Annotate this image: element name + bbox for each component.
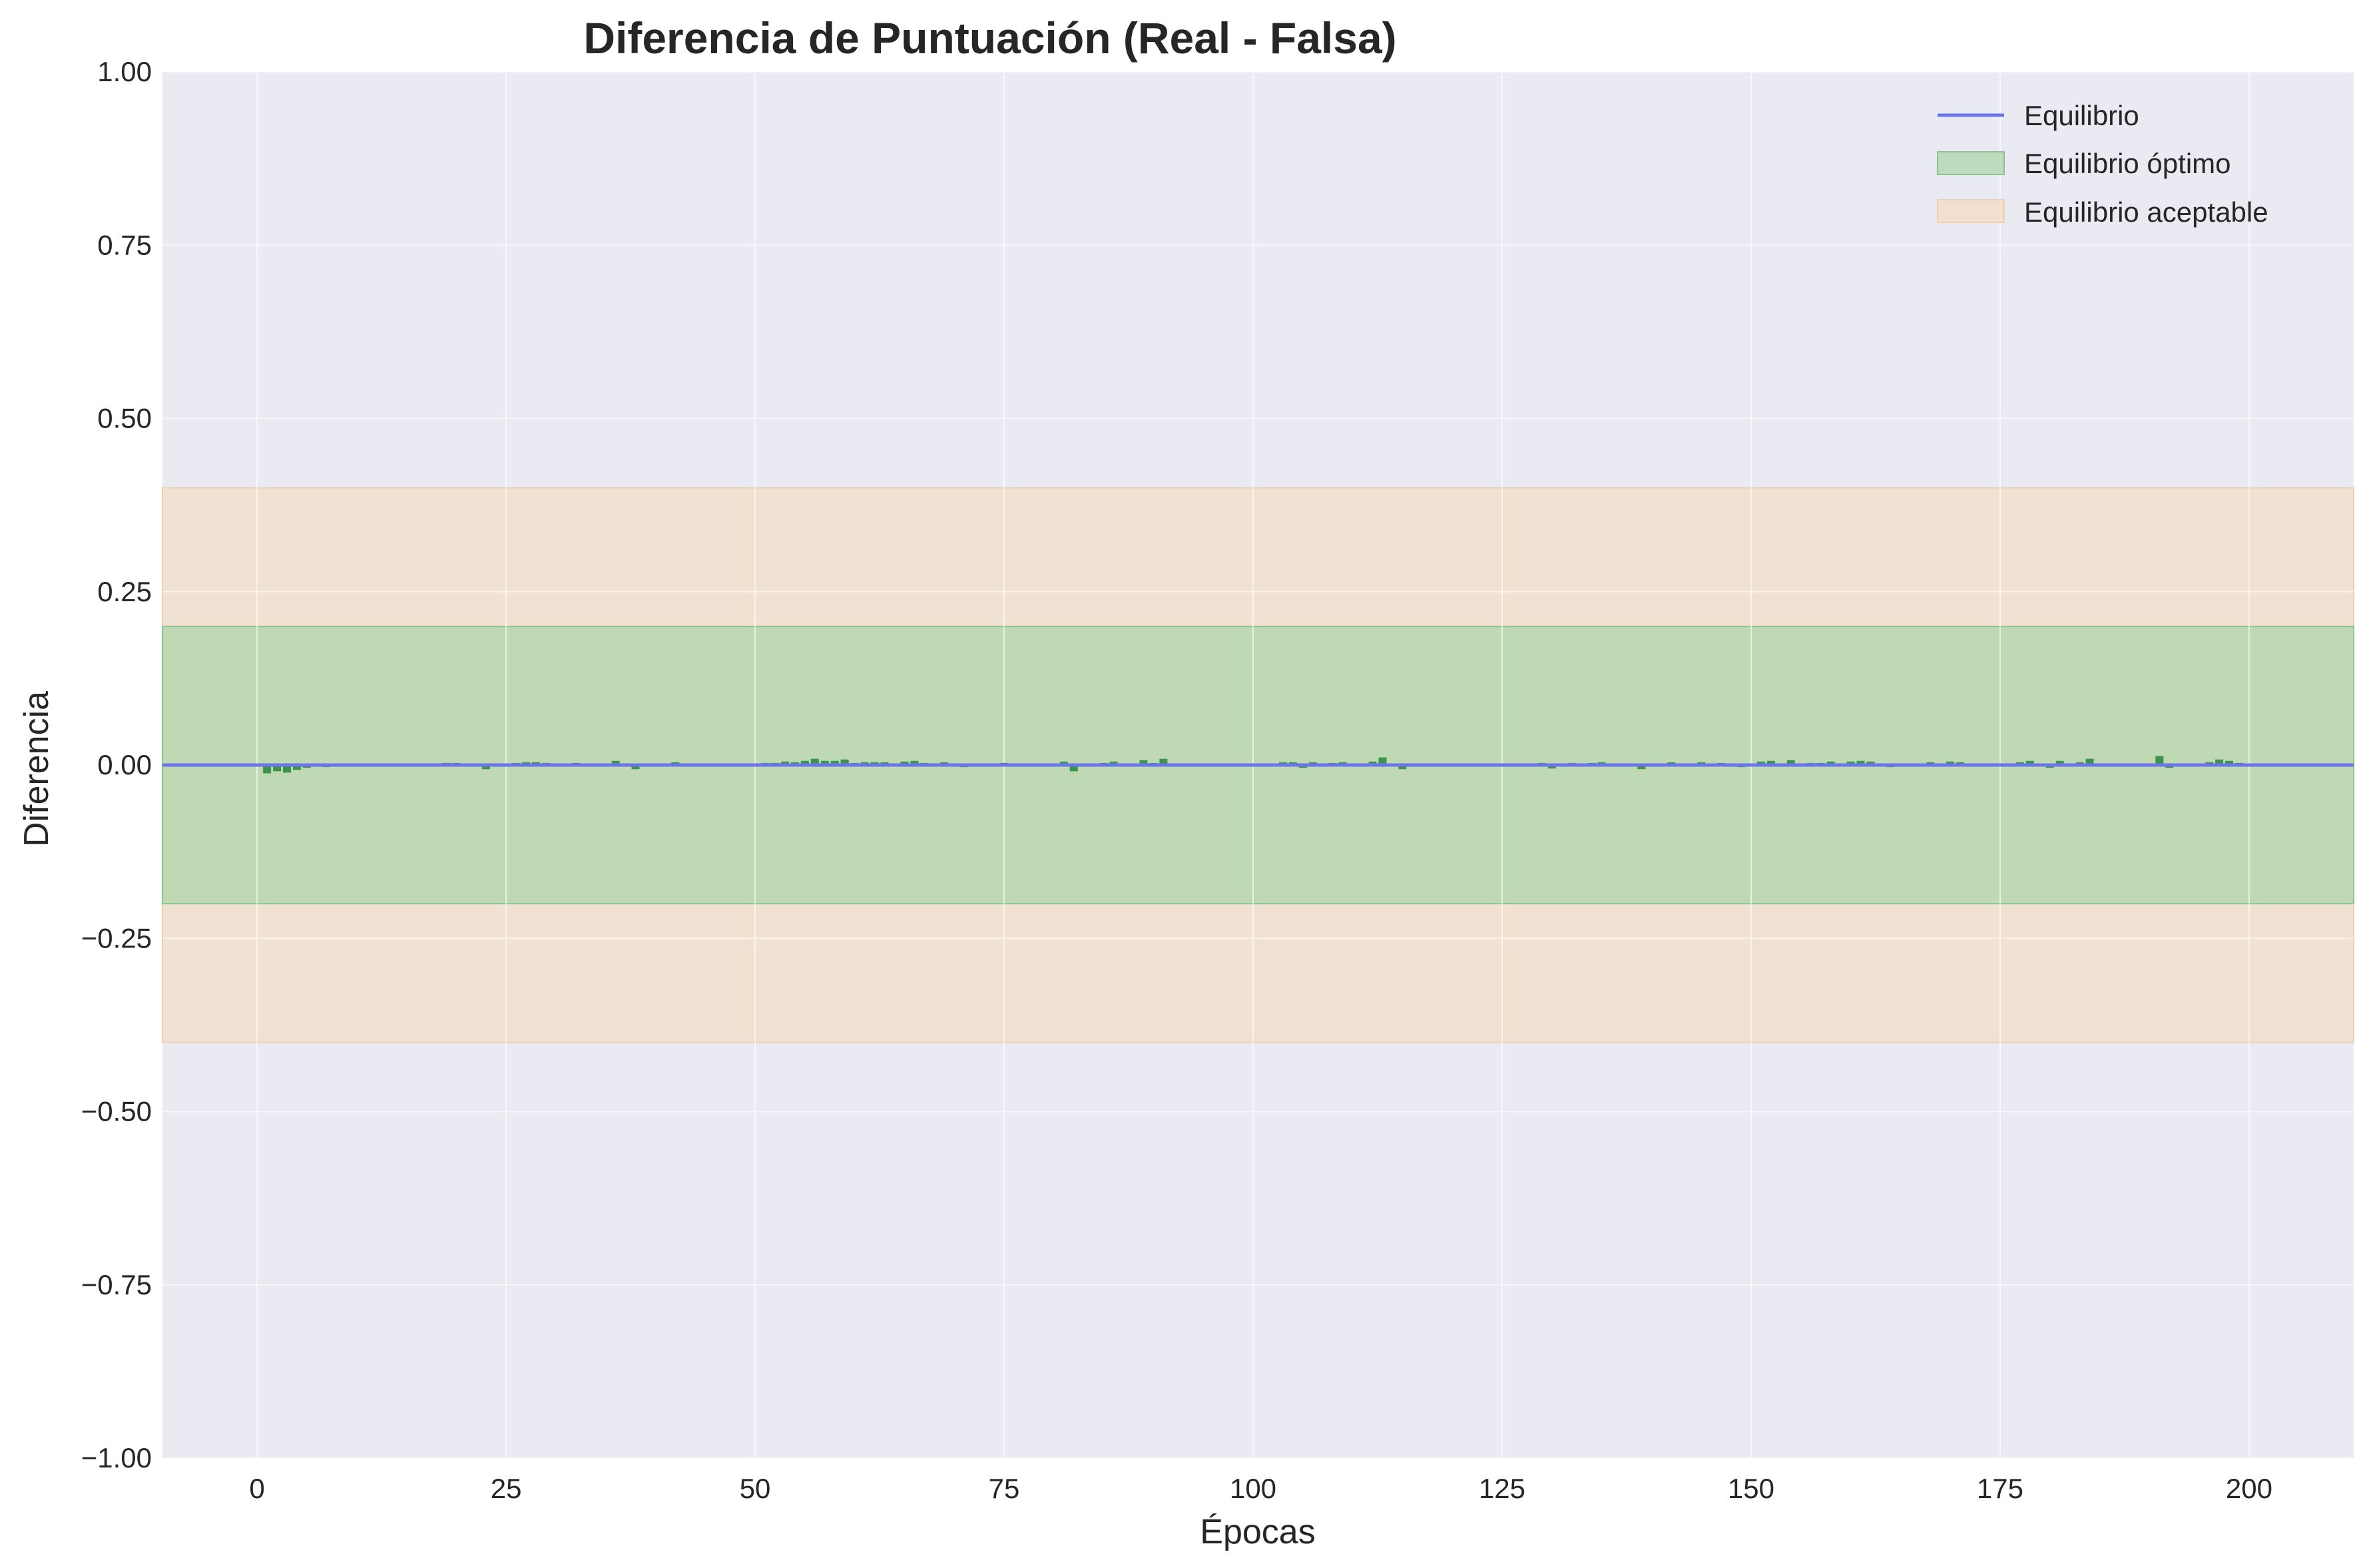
y-tick-label: −0.25 [81,922,152,953]
bar [611,760,620,765]
y-axis-label: Diferencia [17,691,56,847]
bar [810,758,819,765]
y-tick-labels: −1.00 −0.75 −0.50 −0.25 0.00 0.25 0.50 0.75 1.00 [81,56,152,1473]
bar [1766,760,1775,765]
y-tick-label: 0.00 [97,749,152,780]
bar [482,765,491,770]
bar [1866,761,1875,765]
chart-title: Diferencia de Puntuación (Real - Falsa) [583,13,1396,63]
x-tick-label: 0 [249,1473,264,1504]
bar [780,761,789,765]
bar [830,760,839,765]
bar [1826,761,1835,765]
bar [631,765,640,770]
bar [840,759,849,765]
bar [263,765,272,774]
x-tick-label: 75 [989,1473,1020,1504]
bar [2055,760,2064,765]
bar [1856,760,1865,765]
bar [820,760,829,765]
x-tick-label: 100 [1230,1473,1276,1504]
y-tick-label: −1.00 [81,1442,152,1473]
bar [1059,761,1068,765]
bar [2085,758,2094,765]
bar [2025,760,2034,765]
bar [1368,761,1377,765]
y-tick-label: −0.50 [81,1096,152,1127]
bar [1139,760,1148,765]
x-axis-label: Épocas [1200,1513,1315,1551]
legend: Equilibrio Equilibrio óptimo Equilibrio … [1937,100,2268,228]
bar [1109,761,1118,765]
bar [800,760,809,765]
bar [1378,757,1387,765]
x-tick-label: 150 [1728,1473,1774,1504]
bar [283,765,291,773]
x-tick-labels: 0 25 50 75 100 125 150 175 200 [249,1473,2272,1504]
legend-label-optimo: Equilibrio óptimo [2024,148,2231,179]
y-tick-label: 0.25 [97,576,152,607]
legend-swatch-optimo [1937,151,2005,175]
bar [1637,765,1646,770]
bar [1547,765,1556,769]
bar [1069,765,1078,772]
x-tick-label: 25 [491,1473,522,1504]
bar [273,765,282,772]
y-tick-label: 1.00 [97,56,152,87]
bar [900,761,909,765]
bar [2225,760,2233,765]
legend-label-equilibrio: Equilibrio [2024,100,2139,131]
y-tick-label: 0.50 [97,403,152,434]
x-tick-label: 50 [740,1473,771,1504]
bar [1159,758,1168,765]
legend-swatch-aceptable [1937,199,2005,223]
bar [1946,761,1955,765]
y-tick-label: −0.75 [81,1269,152,1300]
bar [1846,761,1855,765]
x-tick-label: 125 [1479,1473,1525,1504]
bar [910,760,919,765]
bar [1398,765,1407,770]
bar [2215,759,2224,765]
x-tick-label: 200 [2226,1473,2272,1504]
grid-layer [162,71,2354,1459]
bar [1786,760,1795,765]
y-tick-label: 0.75 [97,229,152,260]
bar [1756,761,1765,765]
bar [2155,756,2164,765]
x-tick-label: 175 [1977,1473,2023,1504]
bar [292,765,301,770]
legend-label-aceptable: Equilibrio aceptable [2024,196,2268,228]
